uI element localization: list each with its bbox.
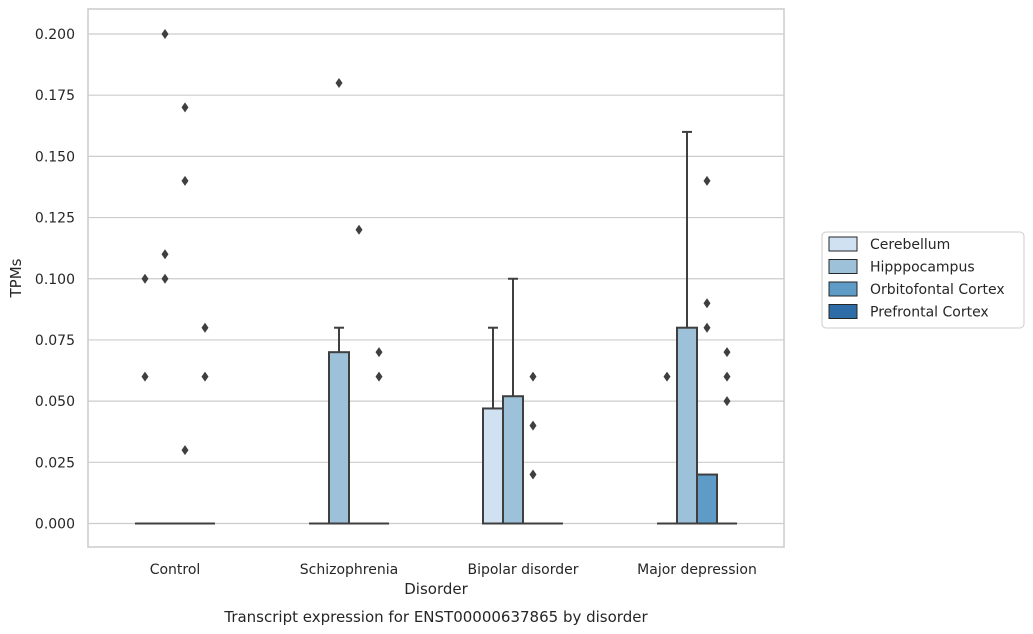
outlier-point bbox=[663, 371, 671, 382]
outlier-point bbox=[375, 371, 383, 382]
outlier-point bbox=[161, 29, 169, 39]
outlier-point bbox=[703, 298, 711, 309]
box-body bbox=[502, 395, 524, 525]
legend-label: Prefrontal Cortex bbox=[870, 305, 989, 321]
y-tick-labels: 0.000 0.025 0.050 0.075 0.100 0.125 0.150 0.175… bbox=[35, 27, 75, 533]
outlier-point bbox=[723, 396, 731, 407]
outlier-point bbox=[703, 322, 711, 333]
y-axis-title: TPMs bbox=[7, 258, 25, 298]
y-tick-label: 0.000 bbox=[35, 517, 75, 533]
box-body bbox=[696, 473, 718, 525]
outlier-point bbox=[181, 175, 189, 186]
y-tick-label: 0.200 bbox=[35, 27, 75, 43]
legend-swatch bbox=[828, 281, 858, 297]
box-body bbox=[482, 407, 504, 525]
outlier-point bbox=[375, 347, 383, 358]
outlier-point bbox=[141, 371, 149, 382]
box-body bbox=[676, 326, 698, 525]
y-tick-label: 0.050 bbox=[35, 394, 75, 410]
outlier-point bbox=[201, 322, 209, 333]
legend-swatch bbox=[828, 236, 858, 252]
x-tick-labels: Control Schizophrenia Bipolar disorder Majo… bbox=[150, 562, 757, 578]
box-body bbox=[328, 351, 350, 525]
outlier-point bbox=[141, 273, 149, 284]
y-tick-label: 0.150 bbox=[35, 149, 75, 165]
x-axis-title: Disorder bbox=[404, 580, 468, 598]
outlier-points bbox=[141, 29, 731, 480]
y-tick-label: 0.100 bbox=[35, 272, 75, 288]
y-tick-label: 0.175 bbox=[35, 88, 75, 104]
outlier-point bbox=[723, 371, 731, 382]
outlier-point bbox=[181, 445, 189, 456]
outlier-point bbox=[201, 371, 209, 382]
outlier-point bbox=[529, 420, 537, 431]
legend-label: Hipppocampus bbox=[870, 260, 975, 276]
x-tick-label: Control bbox=[150, 562, 201, 578]
x-tick-label: Bipolar disorder bbox=[467, 562, 578, 578]
outlier-point bbox=[529, 371, 537, 382]
legend-swatch bbox=[828, 304, 858, 319]
outlier-point bbox=[335, 77, 343, 88]
outlier-point bbox=[161, 273, 169, 284]
outlier-point bbox=[161, 249, 169, 260]
box-plots bbox=[135, 130, 737, 525]
legend-label: Orbitofontal Cortex bbox=[870, 282, 1005, 298]
y-tick-label: 0.025 bbox=[35, 455, 75, 471]
box-hipppocampus bbox=[502, 277, 524, 525]
outlier-point bbox=[529, 469, 537, 480]
legend-swatch bbox=[828, 259, 858, 274]
plot-frame bbox=[87, 8, 785, 548]
legend-label: Cerebellum bbox=[870, 237, 950, 253]
y-tick-label: 0.075 bbox=[35, 333, 75, 349]
x-tick-label: Major depression bbox=[637, 562, 757, 578]
legend-frame bbox=[821, 231, 1025, 329]
outlier-point bbox=[703, 175, 711, 186]
chart-caption: Transcript expression for ENST0000063786… bbox=[223, 608, 648, 626]
y-tick-label: 0.125 bbox=[35, 211, 75, 227]
outlier-point bbox=[723, 347, 731, 358]
outlier-point bbox=[355, 224, 363, 235]
box-hipppocampus bbox=[328, 326, 350, 525]
box-hipppocampus bbox=[676, 130, 698, 525]
legend: Cerebellum Hipppocampus Orbitofontal Corte… bbox=[821, 231, 1025, 329]
x-tick-label: Schizophrenia bbox=[300, 562, 398, 578]
outlier-point bbox=[181, 102, 189, 113]
box-orbitofontal-cortex bbox=[696, 473, 718, 525]
